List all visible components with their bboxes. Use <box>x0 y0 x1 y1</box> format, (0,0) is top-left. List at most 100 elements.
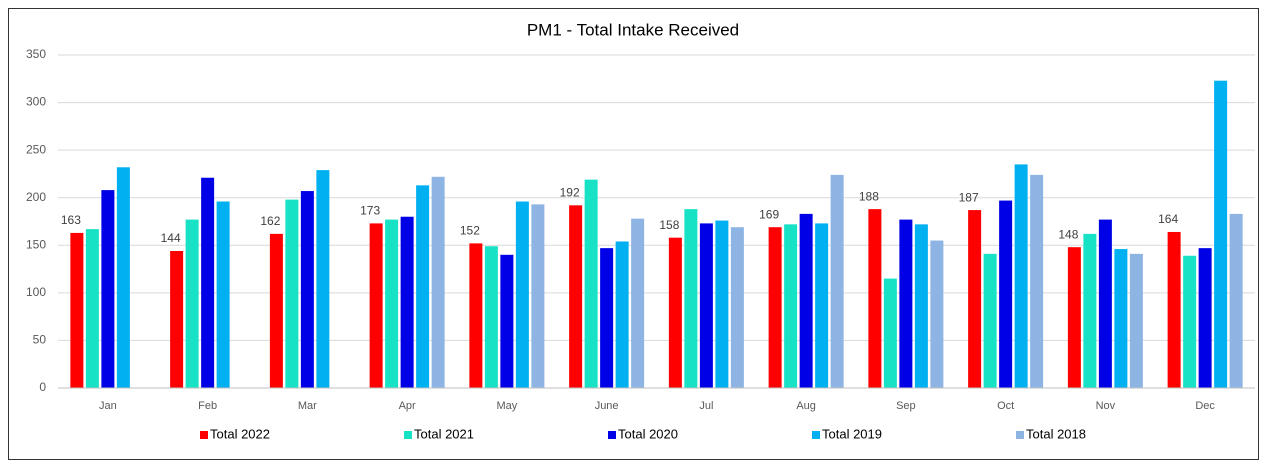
x-tick-label: Jan <box>99 400 117 412</box>
y-tick-label: 350 <box>26 47 46 61</box>
bar <box>830 174 844 388</box>
legend-swatch <box>812 431 820 439</box>
x-tick-label: May <box>496 400 517 412</box>
bar <box>515 201 529 388</box>
x-tick-label: Oct <box>997 400 1014 412</box>
bar <box>699 223 713 388</box>
data-label: 187 <box>959 190 979 204</box>
bar <box>500 254 514 388</box>
bar <box>300 191 314 388</box>
bar <box>1014 164 1028 388</box>
bar <box>1229 213 1243 388</box>
data-label: 158 <box>659 218 679 232</box>
x-tick-label: Jul <box>699 400 713 412</box>
y-tick-label: 150 <box>26 237 46 251</box>
data-label: 162 <box>260 214 280 228</box>
bar <box>101 190 115 388</box>
bar <box>868 209 882 388</box>
bar <box>914 224 928 388</box>
bar <box>983 253 997 388</box>
x-tick-label: June <box>595 400 619 412</box>
x-tick-label: Dec <box>1195 400 1215 412</box>
bar <box>768 227 782 388</box>
bar <box>484 246 498 388</box>
bar <box>1198 248 1212 388</box>
bar <box>569 205 583 388</box>
legend-label: Total 2020 <box>618 426 678 441</box>
bar <box>799 213 813 388</box>
bar <box>1030 174 1044 388</box>
y-tick-label: 250 <box>26 142 46 156</box>
bar <box>815 223 829 388</box>
bar <box>531 204 545 388</box>
bar <box>400 216 414 388</box>
bar <box>999 200 1013 388</box>
bar <box>968 210 982 388</box>
bar <box>883 278 897 388</box>
x-tick-label: Nov <box>1096 400 1116 412</box>
data-label: 163 <box>61 213 81 227</box>
bar <box>469 243 483 388</box>
bar <box>1114 249 1128 388</box>
bar <box>116 167 130 388</box>
bar <box>684 209 698 388</box>
bar <box>431 176 445 388</box>
bar <box>1098 219 1112 388</box>
bar <box>216 201 230 388</box>
bar <box>385 219 399 388</box>
data-label: 188 <box>859 189 879 203</box>
legend-swatch <box>404 431 412 439</box>
bar <box>1129 253 1143 388</box>
data-label: 144 <box>161 231 181 245</box>
data-label: 173 <box>360 204 380 218</box>
legend-label: Total 2022 <box>210 426 270 441</box>
x-tick-label: Mar <box>298 400 317 412</box>
legend-swatch <box>608 431 616 439</box>
x-tick-label: Apr <box>399 400 416 412</box>
bar <box>85 229 99 388</box>
bar <box>1214 80 1228 388</box>
bar <box>1167 231 1181 388</box>
bar <box>615 241 629 388</box>
data-label: 192 <box>560 185 580 199</box>
y-tick-label: 200 <box>26 190 46 204</box>
bar <box>668 237 682 388</box>
bar <box>269 233 283 388</box>
bar <box>600 248 614 388</box>
bar <box>784 224 798 388</box>
bar <box>730 227 744 388</box>
bar <box>584 179 598 388</box>
y-tick-label: 50 <box>33 333 47 347</box>
legend-label: Total 2019 <box>822 426 882 441</box>
bar <box>316 170 330 388</box>
data-label: 148 <box>1058 227 1078 241</box>
data-label: 169 <box>759 207 779 221</box>
legend-swatch <box>1016 431 1024 439</box>
bar <box>185 219 199 388</box>
bar <box>201 177 215 388</box>
bar <box>899 219 913 388</box>
data-label: 152 <box>460 224 480 238</box>
bar <box>1183 255 1197 388</box>
bar <box>285 199 299 388</box>
x-tick-label: Feb <box>198 400 217 412</box>
bar <box>70 232 84 388</box>
bar <box>369 223 383 388</box>
y-tick-label: 300 <box>26 95 46 109</box>
y-tick-label: 0 <box>39 380 46 394</box>
bar <box>1067 247 1081 388</box>
bar <box>170 250 184 388</box>
bar <box>1083 233 1097 388</box>
legend-label: Total 2021 <box>414 426 474 441</box>
x-tick-label: Aug <box>796 400 816 412</box>
bar <box>930 240 944 388</box>
data-label: 164 <box>1158 212 1178 226</box>
legend-label: Total 2018 <box>1026 426 1086 441</box>
chart-title: PM1 - Total Intake Received <box>527 20 739 39</box>
x-tick-label: Sep <box>896 400 916 412</box>
bar <box>631 218 645 388</box>
bar <box>416 185 430 388</box>
y-tick-label: 100 <box>26 285 46 299</box>
legend-swatch <box>200 431 208 439</box>
